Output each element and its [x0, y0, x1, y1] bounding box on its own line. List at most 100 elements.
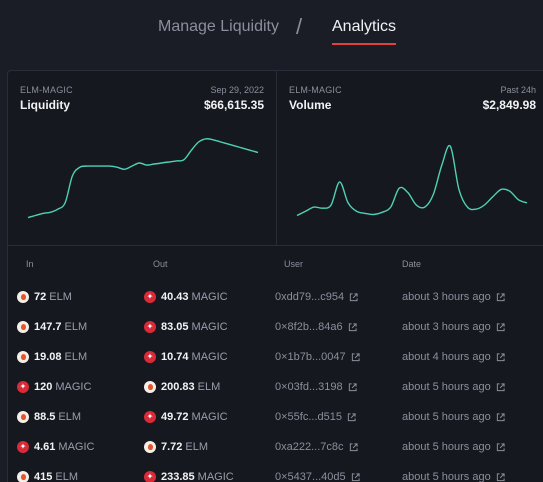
in-symbol: ELM [49, 291, 72, 303]
analytics-panel: ELM-MAGIC Liquidity Sep 29, 2022 $66,615… [7, 70, 543, 482]
user-link[interactable]: 0×5437...40d5 [275, 462, 360, 482]
header-user: User [284, 259, 304, 269]
magic-token-icon [144, 411, 156, 423]
date-link[interactable]: about 5 hours ago [402, 402, 505, 432]
external-link-icon[interactable] [351, 352, 360, 362]
external-link-icon[interactable] [496, 352, 505, 362]
header-date: Date [402, 259, 422, 269]
in-symbol: ELM [55, 471, 78, 482]
in-amount: 415 [34, 471, 53, 482]
out-amount: 7.72 [161, 441, 183, 453]
tx-time[interactable]: about 5 hours ago [402, 381, 491, 393]
date-link[interactable]: about 5 hours ago [402, 432, 505, 462]
out-symbol: ELM [185, 441, 209, 453]
out-amount: 40.43 [161, 291, 189, 303]
liquidity-series-line [27, 138, 259, 219]
magic-token-icon [17, 441, 29, 453]
user-address[interactable]: 0xdd79...c954 [275, 291, 345, 303]
in-cell: 88.5 ELM [17, 402, 81, 432]
user-link[interactable]: 0xa222...7c8c [275, 432, 358, 462]
external-link-icon[interactable] [348, 382, 357, 392]
liquidity-card: ELM-MAGIC Liquidity Sep 29, 2022 $66,615… [8, 71, 277, 246]
elm-token-icon [17, 321, 29, 333]
in-amount: 19.08 [34, 351, 62, 363]
tx-time[interactable]: about 3 hours ago [402, 291, 491, 303]
date-link[interactable]: about 5 hours ago [402, 462, 505, 482]
user-address[interactable]: 0×5437...40d5 [275, 471, 346, 482]
in-amount: 147.7 [34, 321, 62, 333]
liquidity-value: $66,615.35 [203, 98, 264, 112]
magic-token-icon [144, 351, 156, 363]
out-symbol: MAGIC [191, 291, 228, 303]
elm-token-icon [17, 471, 29, 482]
external-link-icon[interactable] [349, 292, 358, 302]
active-tab-indicator [332, 43, 396, 45]
tx-time[interactable]: about 5 hours ago [402, 471, 491, 482]
tx-time[interactable]: about 5 hours ago [402, 441, 491, 453]
tab-analytics[interactable]: Analytics [332, 18, 397, 35]
magic-token-icon [144, 471, 156, 482]
in-amount: 88.5 [34, 411, 56, 423]
volume-chart[interactable] [277, 111, 543, 241]
user-link[interactable]: 0×03fd...3198 [275, 372, 357, 402]
liquidity-chart[interactable] [8, 111, 277, 241]
magic-token-icon [144, 321, 156, 333]
tab-manage-liquidity[interactable]: Manage Liquidity [158, 18, 279, 35]
external-link-icon[interactable] [351, 472, 360, 482]
user-address[interactable]: 0×1b7b...0047 [275, 351, 346, 363]
external-link-icon[interactable] [496, 412, 505, 422]
date-link[interactable]: about 3 hours ago [402, 282, 505, 312]
table-header: In Out User Date [8, 246, 543, 282]
date-link[interactable]: about 5 hours ago [402, 372, 505, 402]
in-symbol: ELM [58, 411, 82, 423]
volume-series-line [296, 144, 528, 217]
elm-token-icon [144, 441, 156, 453]
user-address[interactable]: 0×8f2b...84a6 [275, 321, 343, 333]
out-cell: 200.83 ELM [144, 372, 220, 402]
in-cell: 19.08 ELM [17, 342, 87, 372]
in-cell: 415 ELM [17, 462, 78, 482]
external-link-icon[interactable] [349, 442, 358, 452]
user-link[interactable]: 0×1b7b...0047 [275, 342, 360, 372]
out-amount: 200.83 [161, 381, 195, 393]
tx-time[interactable]: about 3 hours ago [402, 321, 491, 333]
user-address[interactable]: 0xa222...7c8c [275, 441, 344, 453]
volume-period: Past 24h [500, 85, 536, 95]
external-link-icon[interactable] [496, 382, 505, 392]
external-link-icon[interactable] [348, 322, 357, 332]
external-link-icon[interactable] [496, 472, 505, 482]
in-symbol: MAGIC [55, 381, 92, 393]
external-link-icon[interactable] [496, 442, 505, 452]
tx-time[interactable]: about 4 hours ago [402, 351, 491, 363]
out-amount: 10.74 [161, 351, 189, 363]
out-symbol: ELM [197, 381, 221, 393]
external-link-icon[interactable] [347, 412, 356, 422]
date-link[interactable]: about 3 hours ago [402, 312, 505, 342]
user-address[interactable]: 0×03fd...3198 [275, 381, 343, 393]
header-in: In [26, 259, 34, 269]
tx-time[interactable]: about 5 hours ago [402, 411, 491, 423]
magic-token-icon [17, 381, 29, 393]
external-link-icon[interactable] [496, 322, 505, 332]
elm-token-icon [144, 381, 156, 393]
in-symbol: ELM [64, 351, 88, 363]
external-link-icon[interactable] [496, 292, 505, 302]
elm-token-icon [17, 291, 29, 303]
user-address[interactable]: 0×55fc...d515 [275, 411, 342, 423]
user-link[interactable]: 0×8f2b...84a6 [275, 312, 357, 342]
elm-token-icon [17, 351, 29, 363]
date-link[interactable]: about 4 hours ago [402, 342, 505, 372]
user-link[interactable]: 0xdd79...c954 [275, 282, 358, 312]
out-amount: 49.72 [161, 411, 189, 423]
user-link[interactable]: 0×55fc...d515 [275, 402, 356, 432]
out-symbol: MAGIC [197, 471, 234, 482]
